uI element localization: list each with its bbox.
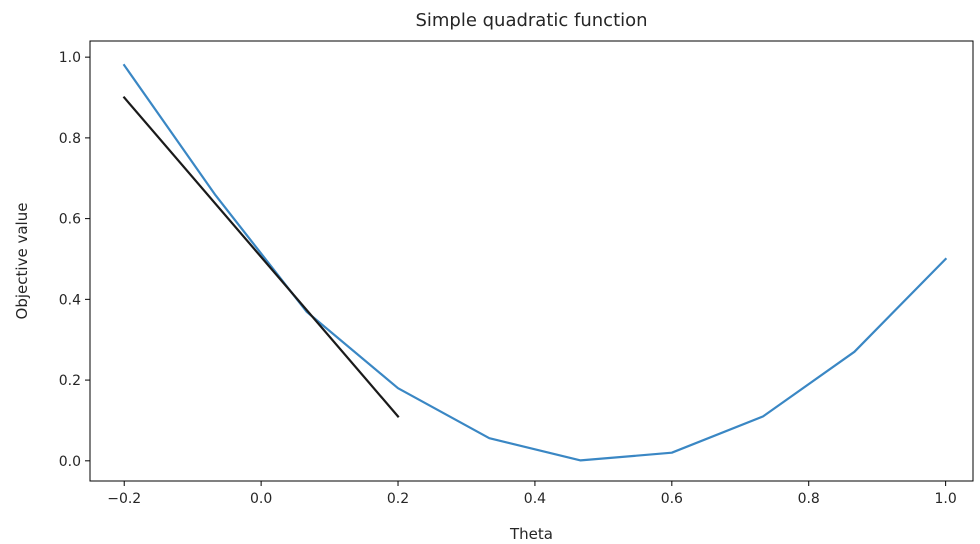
- x-tick-label: 0.2: [387, 491, 409, 507]
- y-tick-label: 0.8: [59, 131, 81, 147]
- x-tick-label: 0.4: [524, 491, 546, 507]
- plot-area: [89, 40, 974, 482]
- x-tick-label: 0.0: [250, 491, 272, 507]
- plot-frame: [89, 40, 974, 482]
- chart-title: Simple quadratic function: [415, 10, 647, 31]
- y-tick-label: 0.2: [59, 373, 81, 389]
- series-layer: [122, 63, 948, 462]
- y-tick-label: 0.0: [59, 454, 81, 470]
- x-tick-label: −0.2: [107, 491, 141, 507]
- y-axis-label: Objective value: [13, 203, 31, 320]
- series-line-tangent: [122, 95, 400, 418]
- y-tick-label: 1.0: [59, 50, 81, 66]
- series-line-objective: [122, 63, 948, 462]
- x-tick-label: 0.8: [798, 491, 820, 507]
- y-tick-label: 0.6: [59, 212, 81, 228]
- x-tick-label: 1.0: [934, 491, 956, 507]
- x-axis: −0.2 0.0 0.2 0.4 0.6 0.8 1.0: [107, 481, 957, 507]
- x-tick-label: 0.6: [661, 491, 683, 507]
- y-tick-label: 0.4: [59, 292, 81, 308]
- y-axis: 0.0 0.2 0.4 0.6 0.8 1.0: [59, 50, 90, 470]
- x-axis-label: Theta: [509, 525, 553, 543]
